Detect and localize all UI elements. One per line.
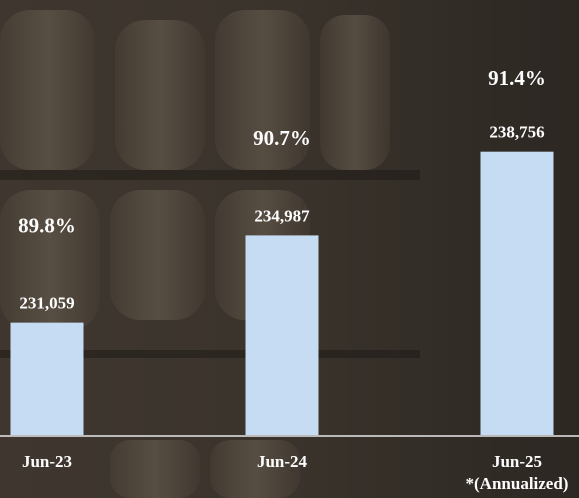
- annotation: 90.7%: [253, 126, 311, 150]
- x-tick-label: Jun-24: [257, 452, 308, 471]
- value-label: 234,987: [254, 206, 310, 225]
- x-tick-label-line: Jun-25: [492, 452, 542, 471]
- x-tick-label: Jun-23: [22, 452, 72, 471]
- bar: [245, 235, 319, 435]
- x-tick-label-line: *(Annualized): [466, 474, 569, 493]
- bar: [10, 322, 84, 435]
- background-spools: [0, 10, 420, 498]
- bar: [480, 151, 554, 435]
- annotation: 89.8%: [18, 213, 76, 237]
- annotation: 91.4%: [488, 66, 546, 90]
- x-tick-label: Jun-25 *(Annualized): [466, 452, 569, 493]
- value-label: 231,059: [19, 294, 74, 313]
- value-label: 238,756: [489, 123, 544, 142]
